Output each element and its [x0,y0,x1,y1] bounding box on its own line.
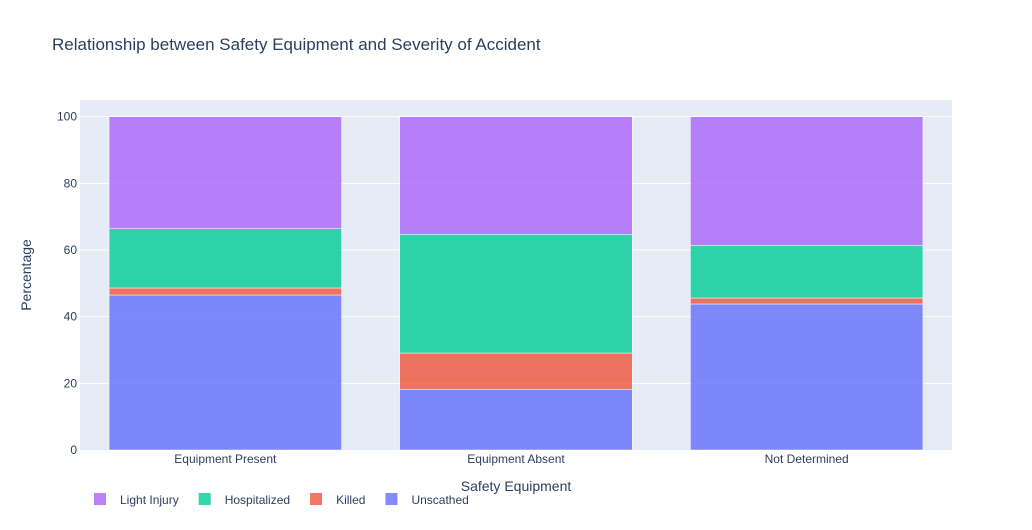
legend-swatch [310,493,323,505]
y-tick-label: 100 [57,110,77,124]
x-axis-ticks: Equipment Present Equipment Absent Not Det… [174,452,848,466]
bar-killed [399,352,633,390]
bar-unscathed [690,303,924,451]
x-tick-label: Equipment Present [174,452,277,466]
legend-label: Killed [336,493,365,507]
legend-item: Light Injury [94,493,179,507]
bar-killed [108,287,342,296]
bar-hospitalized [690,245,924,299]
bar-hospitalized [399,234,633,354]
x-axis-title: Safety Equipment [461,478,572,494]
legend-item: Unscathed [385,493,469,507]
y-axis-title: Percentage [18,239,34,311]
bar-unscathed [399,389,633,451]
y-axis-ticks: 0 20 40 60 80 100 [57,110,77,457]
legend-swatch [198,493,211,505]
legend-label: Light Injury [120,493,179,507]
bar-light-injury [399,116,633,235]
y-tick-label: 60 [64,243,78,257]
chart-title: Relationship between Safety Equipment an… [52,35,541,54]
y-tick-label: 40 [64,310,78,324]
bar-unscathed [108,294,342,451]
legend-swatch [385,493,398,505]
bars [108,116,924,451]
legend-item: Hospitalized [198,493,290,507]
y-tick-label: 0 [70,443,77,457]
bar-hospitalized [108,228,342,289]
bar-killed [690,297,924,305]
legend-label: Hospitalized [225,493,290,507]
bar-light-injury [690,116,924,246]
x-tick-label: Equipment Absent [467,452,565,466]
legend-item: Killed [310,493,365,507]
y-tick-label: 80 [64,176,78,190]
bar-light-injury [108,116,342,229]
legend-label: Unscathed [411,493,468,507]
y-tick-label: 20 [64,376,78,390]
x-tick-label: Not Determined [765,452,849,466]
legend-swatch [94,493,106,505]
legend: Light Injury Hospitalized Killed Unscathed [94,493,469,507]
